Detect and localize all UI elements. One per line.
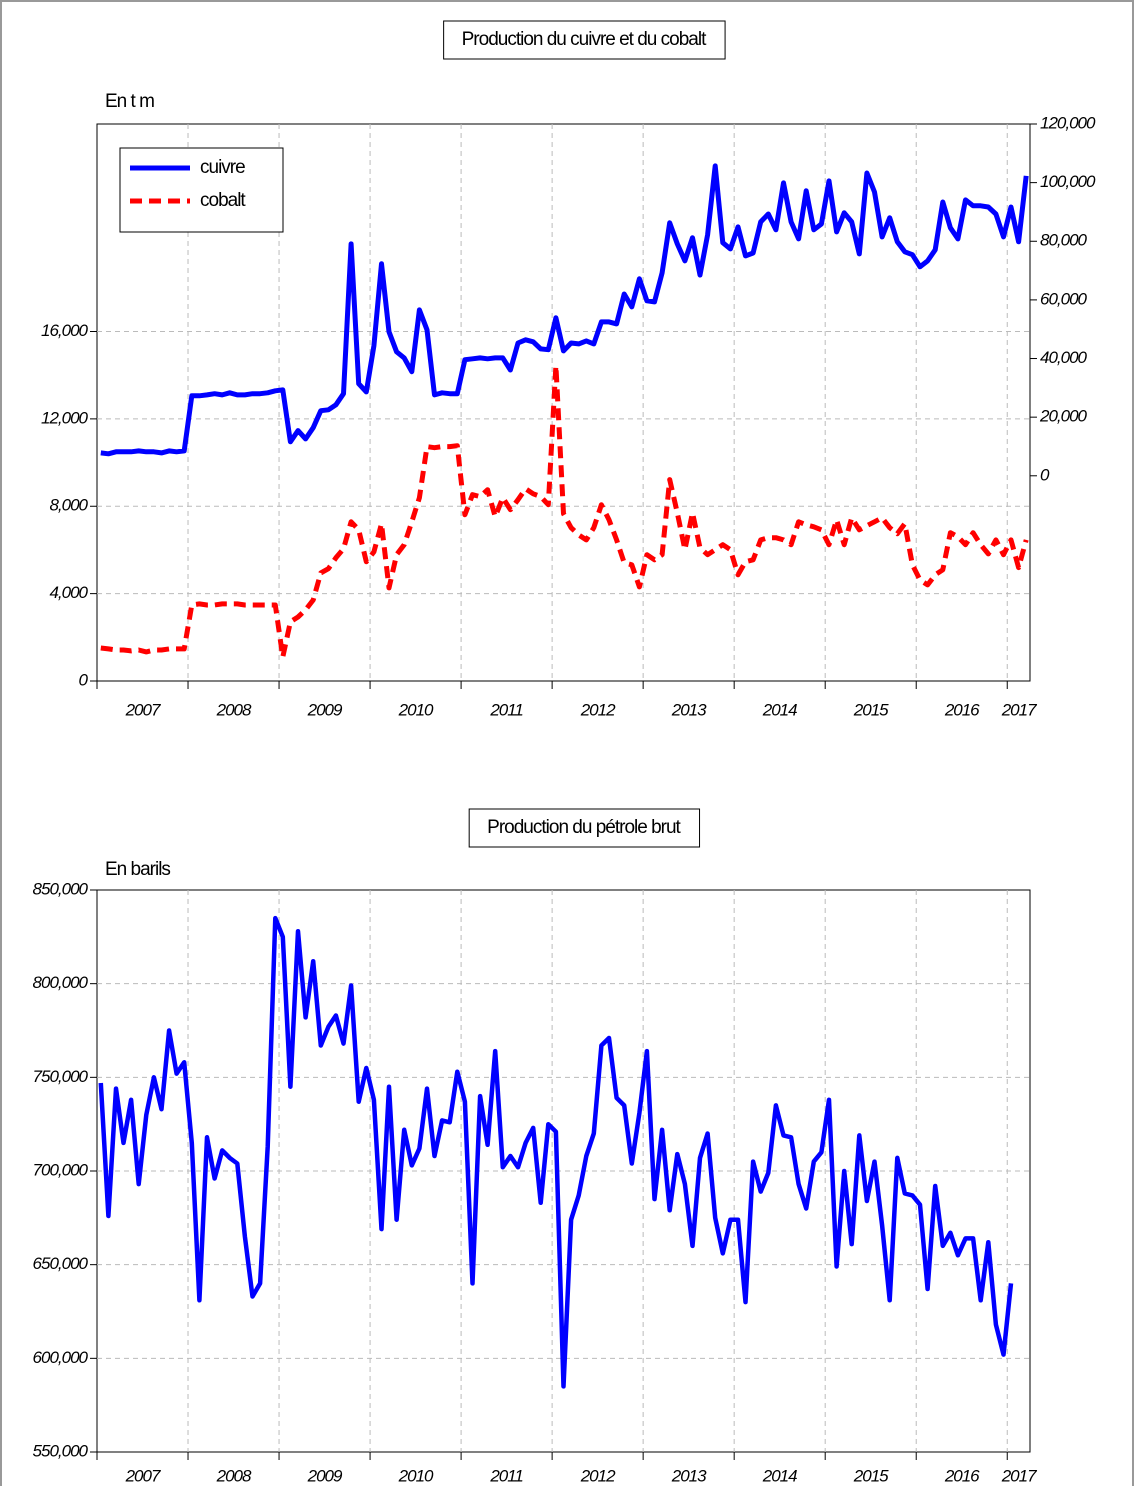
title-box: [468, 808, 701, 848]
x-tick-label: 2007: [125, 700, 161, 719]
x-tick-label: 2008: [216, 1466, 252, 1485]
y-tick-label: 700,000: [33, 1160, 89, 1179]
legend-box: [119, 147, 284, 233]
chart-title: Production du pétrole brut: [487, 817, 681, 838]
x-tick-label: 2012: [580, 700, 616, 719]
x-tick-label: 2017: [1001, 1466, 1037, 1485]
x-tick-label: 2014: [762, 1466, 797, 1485]
x-tick-label: 2015: [853, 1466, 889, 1485]
y-tick-label: 8,000: [49, 496, 88, 515]
x-tick-label: 2013: [671, 1466, 707, 1485]
y-tick-label: 550,000: [33, 1441, 89, 1460]
title-box: [443, 20, 726, 60]
y-tick-label: 600,000: [33, 1348, 89, 1367]
x-tick-label: 2015: [853, 700, 889, 719]
legend-label: cobalt: [200, 190, 246, 211]
y-tick-label: 800,000: [33, 973, 89, 992]
y-tick-label: 650,000: [33, 1254, 89, 1273]
x-tick-label: 2014: [762, 700, 797, 719]
y2-tick-label: 120,000: [1040, 113, 1096, 132]
x-tick-label: 2009: [307, 1466, 343, 1485]
data-line: [100, 363, 1029, 660]
y-tick-label: 4,000: [49, 583, 88, 602]
y-tick-label: 16,000: [41, 321, 89, 340]
x-tick-label: 2008: [216, 700, 252, 719]
y-axis-label: En barils: [105, 859, 170, 880]
y2-tick-label: 0: [1040, 465, 1050, 484]
x-tick-label: 2011: [489, 700, 523, 719]
x-tick-label: 2010: [398, 700, 434, 719]
x-tick-label: 2016: [944, 700, 980, 719]
y2-tick-label: 100,000: [1040, 172, 1096, 191]
x-tick-label: 2013: [671, 700, 707, 719]
x-tick-label: 2011: [489, 1466, 523, 1485]
y2-tick-label: 60,000: [1040, 289, 1088, 308]
data-line: [98, 915, 1014, 1389]
chart-title: Production du cuivre et du cobalt: [462, 29, 707, 50]
y-tick-label: 0: [79, 670, 89, 689]
y2-tick-label: 80,000: [1040, 231, 1088, 250]
y-tick-label: 750,000: [33, 1067, 89, 1086]
legend-label: cuivre: [200, 157, 245, 178]
x-tick-label: 2017: [1001, 700, 1037, 719]
data-line: [100, 163, 1029, 457]
x-tick-label: 2010: [398, 1466, 434, 1485]
x-tick-label: 2007: [125, 1466, 161, 1485]
x-tick-label: 2009: [307, 700, 343, 719]
y2-tick-label: 40,000: [1040, 348, 1088, 367]
y-axis-label: En t m: [105, 91, 154, 112]
y-tick-label: 850,000: [33, 879, 89, 898]
y2-tick-label: 20,000: [1039, 407, 1088, 426]
y-tick-label: 12,000: [41, 408, 89, 427]
x-tick-label: 2012: [580, 1466, 616, 1485]
x-tick-label: 2016: [944, 1466, 980, 1485]
